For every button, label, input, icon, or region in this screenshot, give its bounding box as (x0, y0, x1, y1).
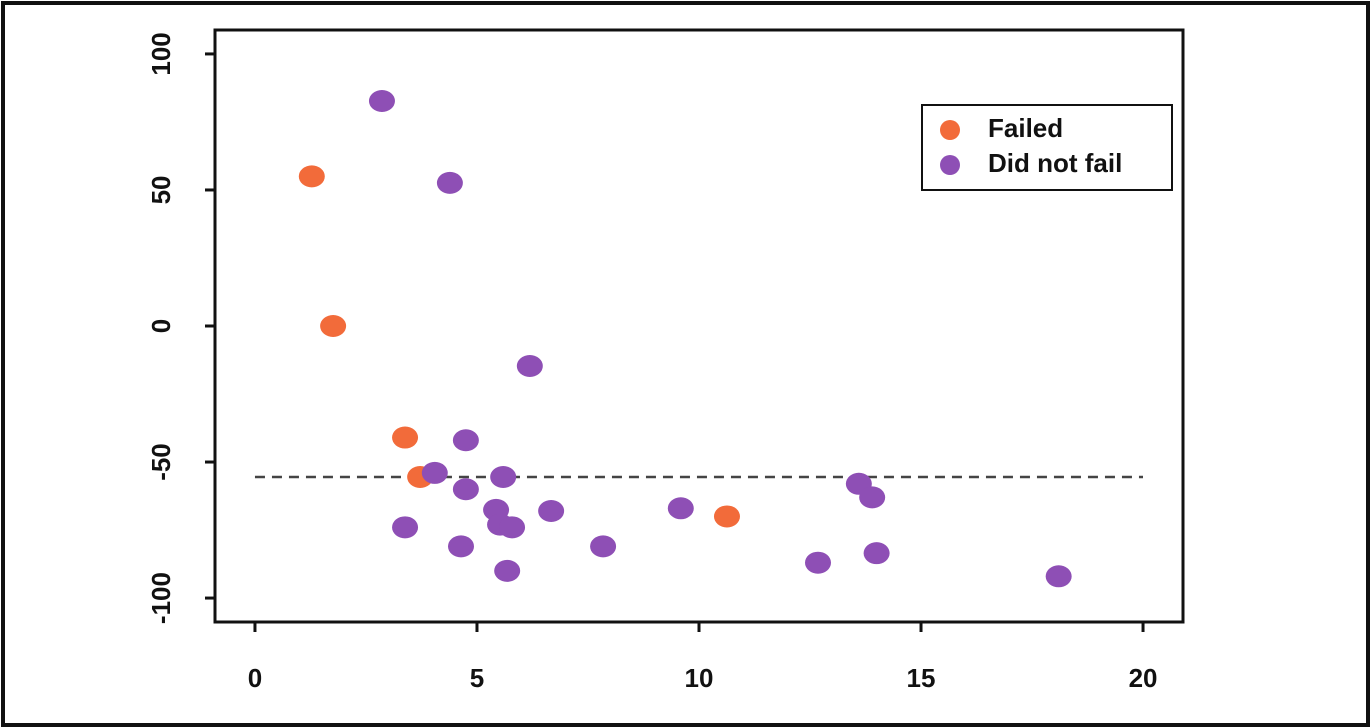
point (452, 478, 479, 501)
x-tick-label: 0 (248, 663, 262, 693)
legend-label: Failed (988, 113, 1063, 143)
x-tick-label: 20 (1129, 663, 1158, 693)
point (859, 486, 886, 509)
point (667, 497, 694, 520)
legend-marker (940, 155, 960, 175)
point (1045, 565, 1072, 588)
y-tick-label: 50 (146, 176, 176, 205)
legend-box (921, 104, 1173, 191)
point (494, 559, 521, 582)
point (452, 429, 479, 452)
point (499, 516, 526, 539)
point (516, 354, 543, 377)
x-tick-label: 5 (470, 663, 484, 693)
point (447, 535, 474, 558)
y-tick-label: -50 (146, 443, 176, 481)
point (863, 542, 890, 565)
point (392, 516, 419, 539)
point (436, 171, 463, 194)
y-tick-label: 0 (146, 319, 176, 333)
legend-label: Did not fail (988, 148, 1122, 178)
point (805, 551, 832, 574)
y-tick-label: 100 (146, 32, 176, 75)
point (421, 461, 448, 484)
point (392, 426, 419, 449)
x-tick-label: 10 (685, 663, 714, 693)
point (713, 505, 740, 528)
x-tick-label: 15 (907, 663, 936, 693)
y-tick-label: -100 (146, 572, 176, 624)
point (298, 165, 325, 188)
point (320, 315, 347, 337)
point (490, 465, 517, 488)
point (368, 90, 395, 113)
point (590, 535, 617, 558)
point (538, 500, 565, 522)
legend-marker (940, 120, 960, 140)
